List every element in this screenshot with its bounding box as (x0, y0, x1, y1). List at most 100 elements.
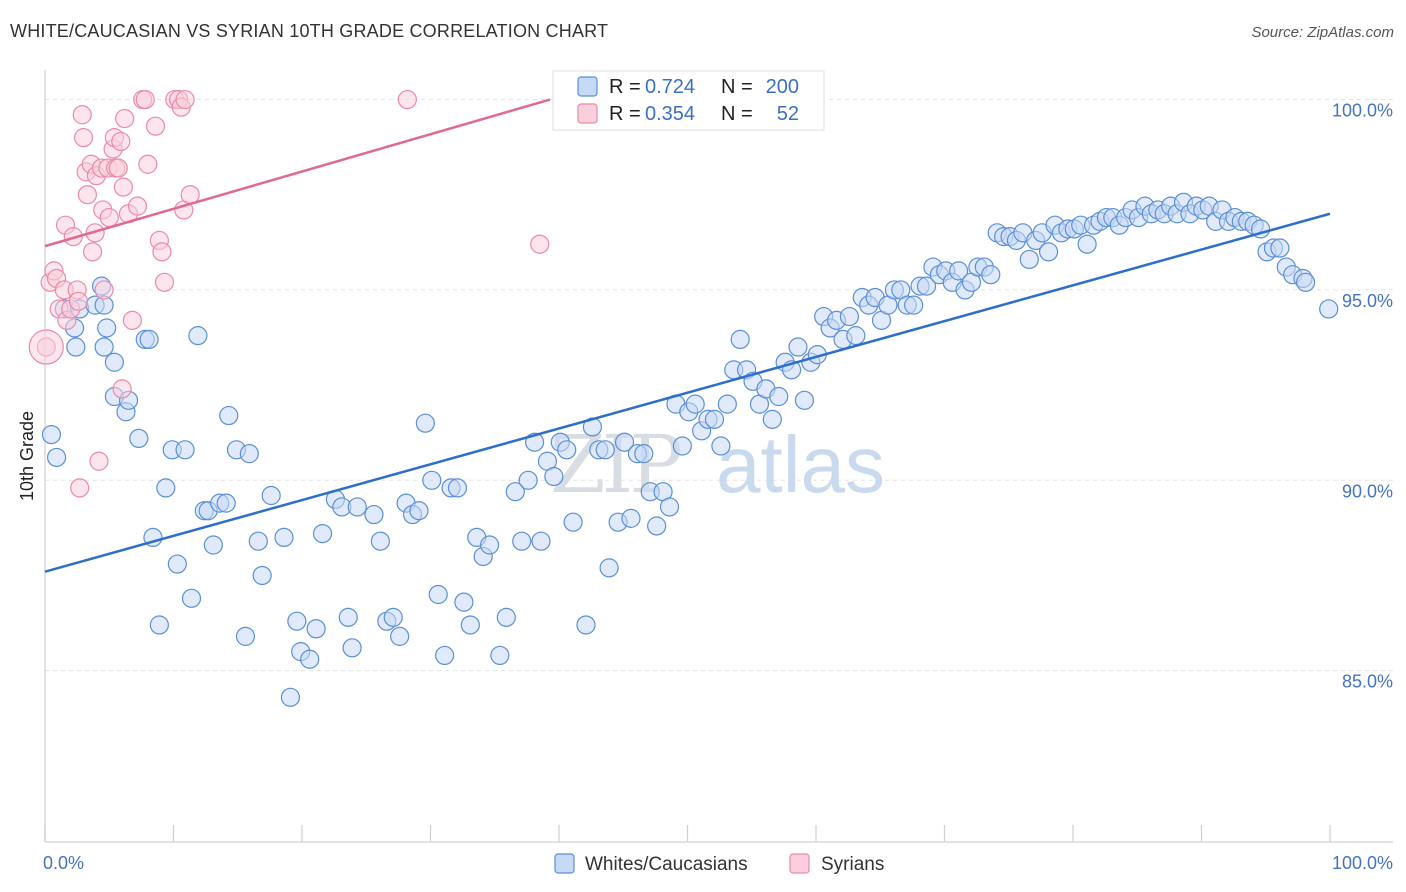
whites-point (576, 615, 596, 635)
whites-point (490, 645, 510, 666)
whites-point (916, 276, 937, 296)
whites-point (904, 295, 924, 315)
legend-box: R = 0.724 N = 200 R = 0.354 N = 52 (552, 70, 825, 131)
whites-points (41, 192, 1339, 707)
whites-point (1019, 249, 1039, 270)
bottom-legend-syrians: Syrians (821, 854, 884, 875)
whites-point (1270, 238, 1290, 258)
syrians-point (397, 89, 417, 110)
whites-point (563, 512, 583, 532)
legend-n-whites: 200 (766, 76, 799, 98)
whites-point (846, 326, 866, 346)
whites-point (1295, 272, 1316, 292)
whites-point (415, 413, 435, 433)
whites-point (383, 607, 403, 627)
whites-point (634, 444, 654, 464)
whites-point (181, 588, 202, 608)
legend-n-syrians: 52 (777, 103, 799, 125)
whites-point (280, 687, 301, 707)
y-tick-labels: 85.0% 90.0% 95.0% 100.0% (1332, 101, 1393, 692)
chart-title: WHITE/CAUCASIAN VS SYRIAN 10TH GRADE COR… (10, 21, 609, 41)
syrians-point-large (28, 329, 64, 365)
whites-point (248, 531, 268, 551)
bottom-legend-swatch-syrians (789, 853, 810, 874)
whites-point (711, 436, 731, 456)
whites-point (104, 352, 124, 372)
whites-point (794, 390, 815, 410)
bottom-legend-swatch-whites (554, 853, 575, 874)
syrians-point (108, 158, 128, 178)
syrians-point (94, 280, 114, 300)
whites-point (235, 626, 256, 646)
whites-point (428, 584, 448, 605)
whites-point (370, 531, 390, 551)
whites-point (252, 565, 272, 586)
whites-point (981, 265, 1001, 285)
whites-point (167, 554, 187, 574)
whites-point (672, 436, 692, 456)
whites-point (647, 516, 667, 536)
whites-point (364, 504, 384, 525)
whites-point (659, 497, 680, 517)
whites-point (216, 493, 236, 513)
whites-point (312, 523, 333, 544)
source-label: Source: ZipAtlas.com (1251, 24, 1394, 41)
x-tick-label-max: 100.0% (1332, 853, 1393, 873)
syrians-point (73, 128, 94, 148)
syrians-point (154, 272, 175, 292)
whites-point (480, 535, 500, 555)
syrians-trend-line (44, 98, 551, 248)
whites-point (839, 306, 860, 327)
whites-point (685, 394, 705, 414)
legend-swatch-whites (577, 76, 598, 97)
watermark-atlas: atlas (716, 420, 885, 509)
syrians-point (111, 131, 131, 152)
syrians-point (77, 185, 98, 205)
syrians-point (122, 310, 142, 330)
legend-r-whites: 0.724 (645, 76, 695, 98)
whites-point (422, 470, 442, 490)
x-ticks (44, 825, 1331, 842)
whites-point (338, 607, 358, 627)
whites-point (531, 531, 551, 551)
whites-point (505, 482, 525, 502)
syrians-point (175, 89, 195, 110)
whites-point (149, 615, 169, 635)
whites-point (460, 615, 480, 635)
whites-point (306, 619, 326, 639)
x-tick-label-min: 0.0% (43, 853, 84, 873)
syrians-point (530, 234, 550, 254)
whites-point (435, 645, 455, 666)
whites-point (46, 447, 67, 468)
y-axis-label: 10th Grade (17, 411, 37, 501)
whites-point (342, 638, 362, 658)
whites-point (512, 531, 532, 551)
syrians-point (138, 154, 158, 174)
bottom-legend-whites: Whites/Caucasians (585, 854, 748, 875)
syrians-point (70, 478, 90, 498)
whites-point (175, 440, 195, 460)
whites-point (41, 424, 62, 445)
whites-point (97, 318, 117, 338)
whites-point (390, 626, 410, 646)
whites-point (409, 501, 429, 521)
syrians-point (112, 379, 132, 399)
syrians-point (68, 291, 89, 311)
legend-frame (552, 70, 825, 131)
whites-point (156, 478, 176, 498)
whites-point (66, 337, 86, 357)
whites-point (454, 592, 474, 612)
syrians-point (89, 451, 109, 471)
y-tick-label: 100.0% (1332, 101, 1393, 121)
whites-point (287, 611, 307, 631)
syrians-points (28, 89, 550, 498)
syrians-point (72, 105, 92, 125)
whites-point (1077, 234, 1097, 254)
bottom-legend: Whites/Caucasians Syrians (554, 853, 884, 875)
y-tick-label: 95.0% (1342, 291, 1393, 311)
syrians-point (82, 242, 103, 262)
whites-point (614, 432, 635, 452)
whites-point (544, 466, 564, 487)
whites-point (788, 337, 808, 357)
